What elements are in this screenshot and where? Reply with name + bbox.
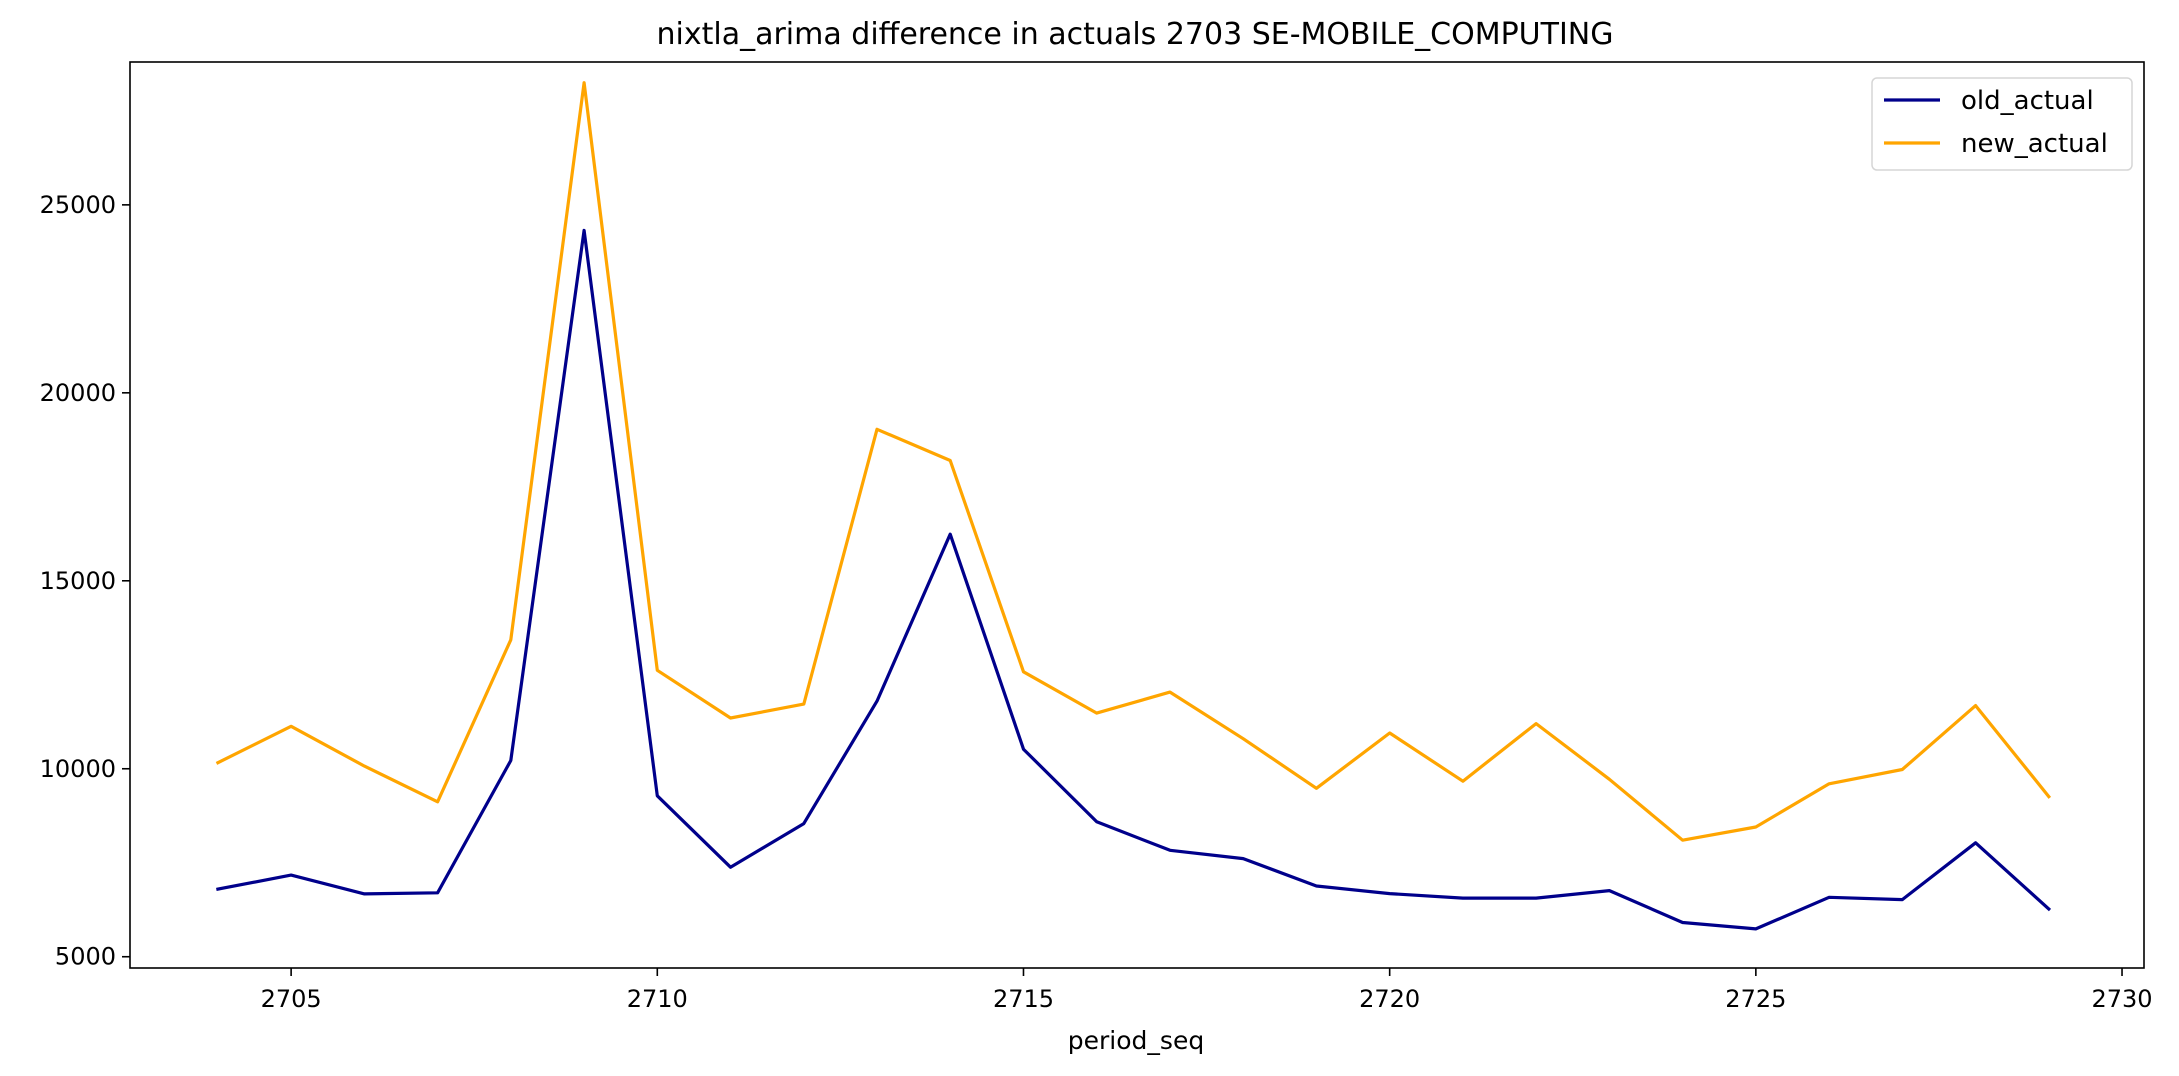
x-tick-label: 2730 bbox=[2091, 985, 2152, 1013]
y-tick-label: 20000 bbox=[40, 379, 116, 407]
legend: old_actual new_actual bbox=[1871, 77, 2133, 171]
x-axis: 2705 2710 2715 2720 2725 2730 bbox=[261, 968, 2153, 1013]
x-tick-label: 2725 bbox=[1725, 985, 1786, 1013]
y-tick-label: 15000 bbox=[40, 567, 116, 595]
series-line-new-actual bbox=[215, 81, 2052, 842]
series-line-old-actual bbox=[216, 228, 2052, 931]
y-tick-label: 5000 bbox=[55, 943, 116, 971]
plot-lines bbox=[215, 81, 2052, 931]
y-tick-label: 10000 bbox=[40, 755, 116, 783]
y-axis: 5000 10000 15000 20000 25000 bbox=[40, 191, 130, 971]
chart-title: nixtla_arima difference in actuals 2703 … bbox=[657, 17, 1614, 52]
legend-label-new-actual: new_actual bbox=[1961, 129, 2108, 159]
plot-frame bbox=[129, 61, 2145, 969]
legend-label-old-actual: old_actual bbox=[1961, 86, 2094, 116]
x-axis-label: period_seq bbox=[1068, 1026, 1204, 1055]
y-tick-label: 25000 bbox=[40, 191, 116, 219]
x-tick-label: 2705 bbox=[261, 985, 322, 1013]
x-tick-label: 2720 bbox=[1359, 985, 1420, 1013]
x-tick-label: 2710 bbox=[627, 985, 688, 1013]
x-tick-label: 2715 bbox=[993, 985, 1054, 1013]
